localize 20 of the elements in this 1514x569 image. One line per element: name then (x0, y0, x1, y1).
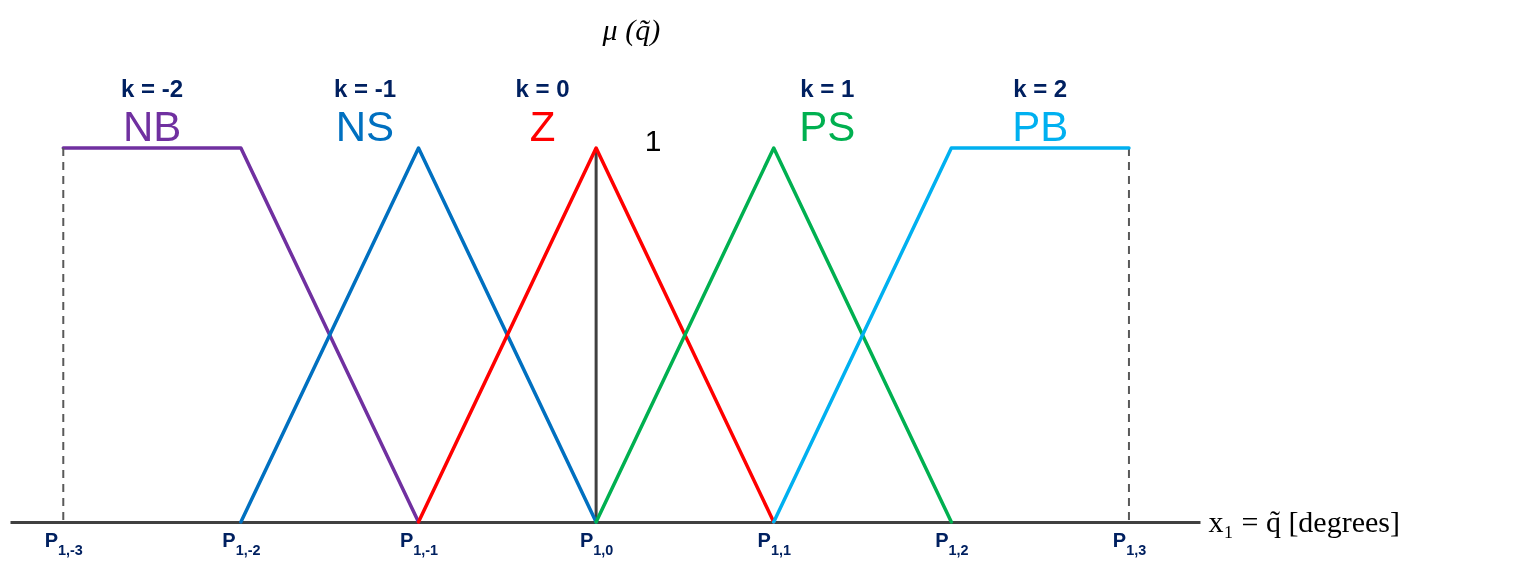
series-label: PB (1012, 103, 1069, 150)
series-label: Z (529, 103, 556, 150)
series-label: PS (799, 103, 856, 150)
text: k = -1 (333, 75, 396, 102)
y-axis-title: μ (q̃) (601, 12, 661, 47)
x-tick-label: P$_{1,-1}$ (399, 528, 439, 558)
series-label: NB (122, 103, 182, 150)
annotation: 1 (644, 124, 662, 157)
text: k = 1 (800, 75, 855, 102)
x-tick-label: P$_{1,1}$ (757, 528, 791, 558)
text: k = -2 (121, 75, 184, 102)
x-tick-label: P$_{1,-3}$ (44, 528, 83, 558)
x-tick-label: P$_{1,0}$ (579, 528, 614, 558)
x-tick-label: P$_{1,2}$ (935, 528, 969, 558)
series-label: NS (335, 103, 395, 150)
x-tick-label: P$_{1,3}$ (1112, 528, 1147, 558)
x-tick-label: P$_{1,-2}$ (222, 528, 261, 558)
x-axis-title: x₁ = q̃ [degrees] (1208, 504, 1400, 538)
text: k = 2 (1013, 75, 1068, 102)
text: k = 0 (515, 75, 570, 102)
